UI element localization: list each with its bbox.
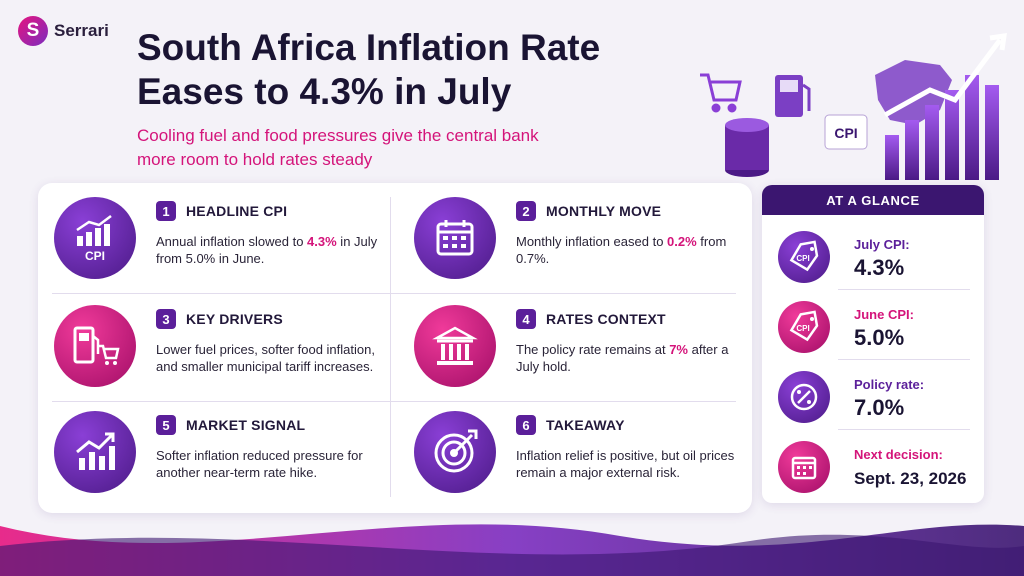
shopping-cart-icon [700,73,742,113]
item-number: 6 [516,415,536,435]
item-number: 5 [156,415,176,435]
glance-row-june-cpi: CPI June CPI: 5.0% [762,293,984,361]
glance-divider [838,289,970,290]
item-number: 2 [516,201,536,221]
glance-row-policy-rate: Policy rate: 7.0% [762,363,984,431]
item-takeaway: 6 TAKEAWAY Inflation relief is positive,… [414,411,754,511]
row-divider [52,401,736,402]
svg-text:CPI: CPI [796,324,809,333]
item-heading: KEY DRIVERS [186,311,283,327]
trend-up-icon [54,411,136,493]
cpi-card-icon: CPI [824,114,868,150]
fuel-cart-icon [54,305,136,387]
highlight-value: 7% [669,342,688,357]
svg-text:CPI: CPI [796,254,809,263]
chart-cpi-icon: CPI [54,197,136,279]
serrari-logo: S [18,16,48,46]
page-title: South Africa Inflation Rate Eases to 4.3… [137,26,697,114]
glance-value: 5.0% [854,325,905,350]
page-subtitle: Cooling fuel and food pressures give the… [137,124,657,172]
item-body: Monthly inflation eased to 0.2% from 0.7… [516,234,727,266]
calendar-icon [778,441,830,493]
subtitle-line-2: more room to hold rates steady [137,150,373,169]
glance-label: June CPI: [854,307,914,322]
cpi-tag-icon: CPI [778,231,830,283]
background-wave [0,524,1024,576]
brand: S Serrari [18,16,109,46]
item-heading: HEADLINE CPI [186,203,288,219]
glance-row-next-decision: Next decision: Sept. 23, 2026 [762,433,984,501]
glance-value: 4.3% [854,255,905,280]
subtitle-line-1: Cooling fuel and food pressures give the… [137,126,539,145]
item-body: Softer inflation reduced pressure for an… [156,448,363,480]
item-rates-context: 4 RATES CONTEXT The policy rate remains … [414,305,754,405]
item-number: 1 [156,201,176,221]
glance-label: Policy rate: [854,377,925,392]
glance-divider [838,429,970,430]
coins-icon [725,118,769,177]
item-heading: RATES CONTEXT [546,311,666,327]
glance-value: Sept. 23, 2026 [854,469,967,488]
calendar-icon [414,197,496,279]
item-body: Annual inflation slowed to 4.3% in July … [156,234,378,266]
glance-value: 7.0% [854,395,905,420]
column-divider [390,197,391,497]
glance-divider [838,359,970,360]
bank-icon [414,305,496,387]
item-market-signal: 5 MARKET SIGNAL Softer inflation reduced… [54,411,394,511]
title-line-1: South Africa Inflation Rate [137,27,601,68]
item-body: The policy rate remains at 7% after a Ju… [516,342,729,374]
item-key-drivers: 3 KEY DRIVERS Lower fuel prices, softer … [54,305,394,405]
item-headline-cpi: CPI 1 HEADLINE CPI Annual inflation slow… [54,197,394,297]
cpi-tag-icon: CPI [778,301,830,353]
item-number: 3 [156,309,176,329]
item-body: Lower fuel prices, softer food inflation… [156,342,375,374]
at-a-glance-panel: AT A GLANCE CPI July CPI: 4.3% CPI June … [762,185,984,503]
glance-title: AT A GLANCE [762,185,984,215]
item-body: Inflation relief is positive, but oil pr… [516,448,735,480]
highlight-value: 0.2% [667,234,697,249]
hero-illustration: CPI [700,33,1007,180]
svg-text:CPI: CPI [85,249,105,263]
svg-text:CPI: CPI [834,125,857,141]
title-line-2: Eases to 4.3% in July [137,71,512,112]
bar-chart-icon [885,75,999,180]
glance-row-july-cpi: CPI July CPI: 4.3% [762,223,984,291]
item-heading: TAKEAWAY [546,417,625,433]
brand-name: Serrari [54,21,109,40]
item-heading: MARKET SIGNAL [186,417,306,433]
trend-arrow-icon [883,38,1002,118]
item-monthly-move: 2 MONTHLY MOVE Monthly inflation eased t… [414,197,754,297]
glance-label: Next decision: [854,447,943,462]
percent-icon [778,371,830,423]
key-points-card: CPI 1 HEADLINE CPI Annual inflation slow… [38,183,752,513]
target-icon [414,411,496,493]
glance-label: July CPI: [854,237,910,252]
item-heading: MONTHLY MOVE [546,203,662,219]
row-divider [52,293,736,294]
fuel-pump-icon [775,75,811,117]
item-number: 4 [516,309,536,329]
highlight-value: 4.3% [307,234,337,249]
